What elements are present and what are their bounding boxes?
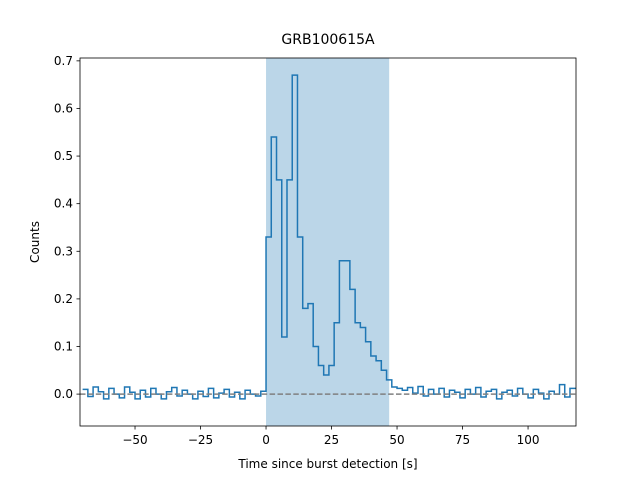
y-tick-label: 0.1: [54, 339, 73, 353]
x-tick-label: 0: [262, 433, 270, 447]
y-tick-label: 0.7: [54, 54, 73, 68]
x-tick-label: 100: [517, 433, 540, 447]
y-tick-label: 0.5: [54, 149, 73, 163]
x-tick-label: 50: [389, 433, 404, 447]
x-tick-label: −25: [188, 433, 213, 447]
y-tick-label: 0.4: [54, 197, 73, 211]
axes-frame: [79, 57, 577, 427]
chart-title: GRB100615A: [281, 32, 375, 48]
y-tick-label: 0.3: [54, 244, 73, 258]
y-tick-label: 0.0: [54, 387, 73, 401]
x-tick-label: 75: [455, 433, 470, 447]
y-axis-label: Counts: [28, 221, 42, 263]
y-tick-label: 0.6: [54, 101, 73, 115]
x-axis-label: Time since burst detection [s]: [237, 457, 417, 471]
y-tick-label: 0.2: [54, 292, 73, 306]
x-tick-label: −50: [122, 433, 147, 447]
highlight-span: [266, 58, 390, 426]
step-line: [82, 74, 576, 400]
x-tick-label: 25: [324, 433, 339, 447]
plot-area: [80, 58, 576, 426]
axes: −50 −25 0 25 50 75 100 0.0 0.1 0.2 0.3 0.4 0.5 0.6 0.7: [54, 54, 577, 447]
